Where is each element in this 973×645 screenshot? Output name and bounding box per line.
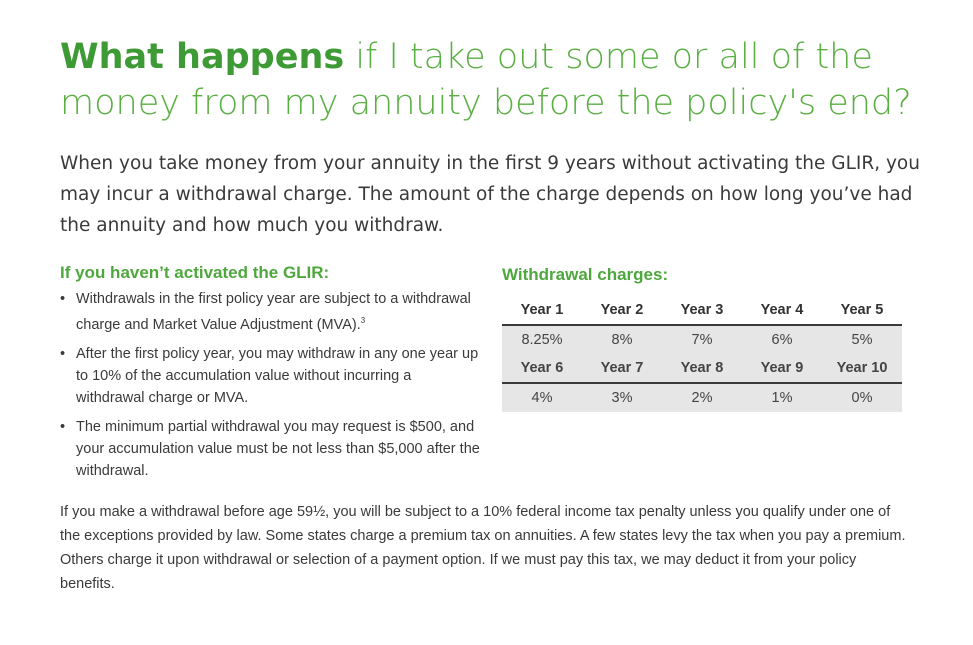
bullet-item: Withdrawals in the first policy year are…: [60, 288, 480, 336]
intro-paragraph: When you take money from your annuity in…: [60, 153, 920, 236]
tax-footnote-paragraph: If you make a withdrawal before age 59½,…: [60, 504, 906, 592]
title-line1-rest: if I take out some or all of the: [344, 37, 873, 77]
table-header-cell: Year 1: [502, 296, 582, 326]
table-cell: 7%: [662, 325, 742, 354]
table-row: 8.25% 8% 7% 6% 5%: [502, 325, 902, 354]
table-cell: 6%: [742, 325, 822, 354]
table-header-cell: Year 6: [502, 354, 582, 384]
table-header-cell: Year 3: [662, 296, 742, 326]
table-cell: 1%: [742, 383, 822, 412]
charges-heading: Withdrawal charges:: [502, 265, 669, 284]
bullet-text: Withdrawals in the first policy year are…: [76, 291, 471, 333]
table-cell: 0%: [822, 383, 902, 412]
table-cell: 4%: [502, 383, 582, 412]
table-cell: 8.25%: [502, 325, 582, 354]
table-row: 4% 3% 2% 1% 0%: [502, 383, 902, 412]
bullet-item: The minimum partial withdrawal you may r…: [60, 416, 480, 482]
table-header-cell: Year 8: [662, 354, 742, 384]
table-cell: 8%: [582, 325, 662, 354]
title-line2: money from my annuity before the policy'…: [60, 83, 912, 123]
table-header-cell: Year 9: [742, 354, 822, 384]
table-header-cell: Year 10: [822, 354, 902, 384]
table-header-cell: Year 4: [742, 296, 822, 326]
withdrawal-charges-section: Withdrawal charges: Year 1 Year 2 Year 3…: [502, 264, 902, 412]
table-cell: 2%: [662, 383, 742, 412]
glir-section: If you haven’t activated the GLIR: Withd…: [60, 262, 480, 489]
title-bold: What happens: [60, 37, 345, 77]
table-header-cell: Year 7: [582, 354, 662, 384]
table-header-cell: Year 2: [582, 296, 662, 326]
table-cell: 3%: [582, 383, 662, 412]
footnote-ref: 3: [360, 316, 366, 325]
table-header-row: Year 6 Year 7 Year 8 Year 9 Year 10: [502, 354, 902, 384]
table-cell: 5%: [822, 325, 902, 354]
table-header-cell: Year 5: [822, 296, 902, 326]
bullet-item: After the first policy year, you may wit…: [60, 343, 480, 409]
glir-heading: If you haven’t activated the GLIR:: [60, 263, 330, 282]
page-title: What happens if I take out some or all o…: [60, 34, 940, 126]
glir-bullet-list: Withdrawals in the first policy year are…: [60, 288, 480, 482]
table-header-row: Year 1 Year 2 Year 3 Year 4 Year 5: [502, 296, 902, 326]
withdrawal-charges-table: Year 1 Year 2 Year 3 Year 4 Year 5 8.25%…: [502, 296, 902, 412]
